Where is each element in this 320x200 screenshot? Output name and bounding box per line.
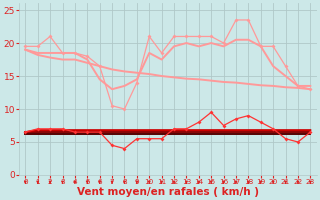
X-axis label: Vent moyen/en rafales ( km/h ): Vent moyen/en rafales ( km/h ) (77, 187, 259, 197)
